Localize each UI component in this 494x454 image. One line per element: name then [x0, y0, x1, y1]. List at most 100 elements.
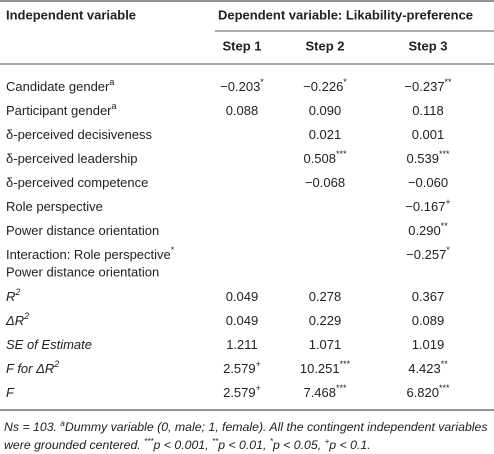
- cell-value: −0.203: [220, 79, 260, 94]
- row-label: δ-perceived leadership: [6, 151, 138, 166]
- cell-sup: *: [343, 77, 347, 87]
- cell-sup: +: [256, 383, 261, 393]
- cell: 2.579+: [223, 359, 261, 376]
- row-label: Candidate gendera: [6, 77, 114, 94]
- row-label: SE of Estimate: [6, 337, 92, 352]
- group-header: Dependent variable: Likability-preferenc…: [218, 7, 473, 22]
- cell: −0.226*: [303, 77, 347, 94]
- step-header: Step 3: [408, 38, 447, 53]
- row-label: Power distance orientation: [6, 264, 159, 279]
- cell-value: −0.060: [408, 175, 448, 190]
- cell: 0.090: [309, 103, 342, 118]
- label-sup: a: [112, 101, 117, 111]
- cell: 0.049: [226, 313, 259, 328]
- cell-value: 0.278: [309, 289, 342, 304]
- cell-value: 0.229: [309, 313, 342, 328]
- cell-sup: *: [446, 245, 450, 255]
- cell-value: 0.088: [226, 103, 259, 118]
- cell-value: 0.089: [412, 313, 445, 328]
- label-sup: 2: [53, 359, 59, 369]
- cell-value: −0.167: [405, 199, 445, 214]
- row-label: F: [6, 385, 15, 400]
- cell-sup: **: [441, 221, 449, 231]
- cell: 0.229: [309, 313, 342, 328]
- cell: 0.049: [226, 289, 259, 304]
- row-label: Interaction: Role perspective*: [6, 245, 175, 262]
- cell-sup: +: [256, 359, 261, 369]
- cell: 0.118: [412, 103, 444, 118]
- cell-sup: **: [441, 359, 449, 369]
- footnote: Ns = 103. aDummy variable (0, male; 1, f…: [4, 418, 492, 454]
- label-text: SE of Estimate: [6, 337, 92, 352]
- footnote-text: p < 0.001,: [153, 438, 212, 452]
- label-text: δ-perceived decisiveness: [6, 127, 152, 142]
- cell-sup: ***: [340, 359, 351, 369]
- label-sup: 2: [14, 287, 20, 297]
- cell: 0.539***: [406, 149, 450, 166]
- cell: −0.167+: [405, 197, 450, 214]
- row-label: R2: [6, 287, 20, 304]
- row-label: δ-perceived decisiveness: [6, 127, 152, 142]
- cell-sup: ***: [336, 149, 347, 159]
- cell-value: 7.468: [303, 385, 336, 400]
- label-text: F for ΔR: [6, 361, 54, 376]
- step-header: Step 2: [305, 38, 344, 53]
- cell-value: 2.579: [223, 361, 256, 376]
- cell-value: 6.820: [406, 385, 439, 400]
- cell-value: 2.579: [223, 385, 256, 400]
- label-sup: 2: [23, 311, 29, 321]
- cell: 0.021: [309, 127, 342, 142]
- cell: 10.251***: [300, 359, 351, 376]
- footnote-text: p < 0.01,: [218, 438, 270, 452]
- cell-value: 1.071: [309, 337, 342, 352]
- cell-value: 1.211: [226, 337, 258, 352]
- cell-value: 0.049: [226, 289, 259, 304]
- cell-value: 0.290: [408, 223, 441, 238]
- footnote-text: Ns = 103.: [4, 420, 61, 434]
- cell-value: 1.019: [412, 337, 445, 352]
- footnote-text: Dummy variable (0, male; 1, female). All…: [4, 420, 488, 452]
- cell-value: 0.021: [309, 127, 342, 142]
- label-sup: a: [109, 77, 114, 87]
- label-text: δ-perceived leadership: [6, 151, 138, 166]
- label-text: Role perspective: [6, 199, 103, 214]
- footnote-text: p < 0.1.: [329, 438, 371, 452]
- label-text: Candidate gender: [6, 79, 110, 94]
- cell-sup: ***: [439, 383, 450, 393]
- row-label: Role perspective: [6, 199, 103, 214]
- label-text: δ-perceived competence: [6, 175, 148, 190]
- cell: 1.211: [226, 337, 258, 352]
- cell: 0.089: [412, 313, 445, 328]
- cell: 0.508***: [303, 149, 347, 166]
- cell: −0.237**: [404, 77, 452, 94]
- cell: 6.820***: [406, 383, 450, 400]
- cell: 1.071: [309, 337, 342, 352]
- row-label: δ-perceived competence: [6, 175, 148, 190]
- label-text: F: [6, 385, 15, 400]
- cell-value: −0.068: [305, 175, 345, 190]
- cell: 4.423**: [408, 359, 448, 376]
- footnote-sup: **: [211, 436, 219, 446]
- row-label: ΔR2: [5, 311, 29, 328]
- cell: 7.468***: [303, 383, 347, 400]
- cell: 0.367: [412, 289, 445, 304]
- cell: 1.019: [412, 337, 445, 352]
- cell-value: 0.508: [303, 151, 336, 166]
- footnote-text: p < 0.05,: [272, 438, 325, 452]
- cell-value: 0.539: [406, 151, 439, 166]
- cell: −0.068: [305, 175, 345, 190]
- cell-sup: ***: [336, 383, 347, 393]
- cell-value: 0.090: [309, 103, 342, 118]
- column-header: Independent variable: [6, 7, 136, 22]
- cell-value: −0.237: [404, 79, 444, 94]
- label-text: ΔR: [5, 313, 24, 328]
- cell-value: 0.049: [226, 313, 259, 328]
- label-sup: *: [171, 245, 175, 255]
- row-label: Power distance orientation: [6, 223, 159, 238]
- row-label: F for ΔR2: [6, 359, 59, 376]
- footnote-sup: *: [269, 436, 273, 446]
- label-text: Participant gender: [6, 103, 112, 118]
- row-label: Participant gendera: [6, 101, 117, 118]
- cell-value: 10.251: [300, 361, 340, 376]
- cell: −0.060: [408, 175, 448, 190]
